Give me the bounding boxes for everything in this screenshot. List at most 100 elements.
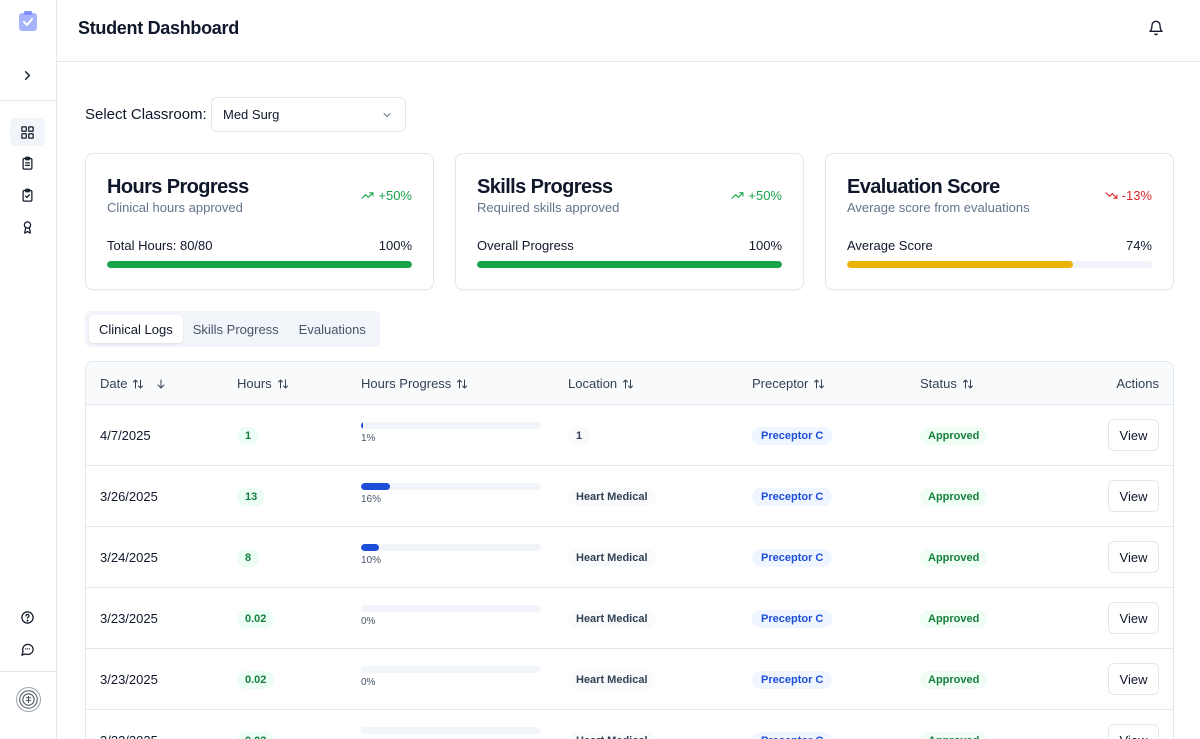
table-row: 3/26/2025 13 16% Heart Medical Preceptor C Ap… <box>86 466 1173 527</box>
tab-skills-progress[interactable]: Skills Progress <box>192 321 279 337</box>
date-cell: 3/23/2025 <box>100 710 158 739</box>
hours-badge: 13 <box>237 487 266 506</box>
location-cell: Heart Medical <box>568 588 656 649</box>
view-button[interactable]: View <box>1108 602 1159 634</box>
date-value: 3/23/2025 <box>100 672 158 687</box>
bell-icon[interactable] <box>1148 20 1164 36</box>
status-cell: Approved <box>920 710 988 739</box>
sort-icon <box>133 379 144 388</box>
column-header-location[interactable]: Location <box>568 376 634 391</box>
hours-cell: 13 <box>237 466 266 527</box>
column-header-status[interactable]: Status <box>920 376 974 391</box>
hours-progress: 1% <box>361 422 541 444</box>
progress-label: 0% <box>361 616 376 627</box>
clinical-logs-table: Date Hours Hours Progress Location Prece… <box>85 361 1174 739</box>
trending-down-icon <box>1105 192 1118 199</box>
location-badge: Heart Medical <box>568 670 656 689</box>
status-cell: Approved <box>920 588 988 649</box>
progress-track <box>361 666 541 673</box>
date-value: 3/24/2025 <box>100 550 158 565</box>
sidebar-item-skills[interactable] <box>10 181 45 209</box>
date-value: 3/23/2025 <box>100 611 158 626</box>
table-row: 4/7/2025 1 1% 1 Preceptor C Approved View <box>86 405 1173 466</box>
status-badge: Approved <box>920 609 988 628</box>
progress-bar-fill <box>477 261 782 268</box>
preceptor-cell: Preceptor C <box>752 405 833 466</box>
table-row: 3/23/2025 0.02 0% Heart Medical Preceptor C A… <box>86 649 1173 710</box>
status-badge: Approved <box>920 670 988 689</box>
progress-track <box>361 422 541 429</box>
preceptor-badge: Preceptor C <box>752 548 833 567</box>
column-label: Hours Progress <box>361 376 452 391</box>
classroom-select[interactable]: Med Surg <box>211 97 406 132</box>
trending-up-icon <box>361 192 374 199</box>
card-metric: Overall Progress <box>477 238 574 253</box>
column-label: Hours <box>237 376 272 391</box>
trend-value: +50% <box>378 188 412 203</box>
sort-icon <box>814 379 825 388</box>
card-subtitle: Required skills approved <box>477 200 620 215</box>
view-button[interactable]: View <box>1108 541 1159 573</box>
status-badge: Approved <box>920 548 988 567</box>
chevron-right-icon <box>24 70 31 80</box>
preceptor-badge: Preceptor C <box>752 487 833 506</box>
sidebar-item-dashboard[interactable] <box>10 118 45 146</box>
view-button[interactable]: View <box>1108 480 1159 512</box>
date-cell: 3/26/2025 <box>100 466 158 527</box>
expand-sidebar-button[interactable] <box>10 61 45 89</box>
table-row: 3/23/2025 0.02 0% Heart Medical Preceptor C A… <box>86 588 1173 649</box>
card-percent: 100% <box>748 238 782 253</box>
avatar[interactable] <box>16 687 41 712</box>
status-cell: Approved <box>920 527 988 588</box>
table-row: 3/24/2025 8 10% Heart Medical Preceptor C App… <box>86 527 1173 588</box>
clipboard-check-icon <box>22 188 33 202</box>
column-label: Location <box>568 376 618 391</box>
date-cell: 3/24/2025 <box>100 527 158 588</box>
preceptor-badge: Preceptor C <box>752 670 833 689</box>
sidebar-item-evaluations[interactable] <box>10 213 45 241</box>
progress-label: 0% <box>361 677 376 688</box>
view-button[interactable]: View <box>1108 419 1159 451</box>
chat-button[interactable] <box>10 635 45 663</box>
location-cell: 1 <box>568 405 591 466</box>
status-badge: Approved <box>920 426 988 445</box>
status-cell: Approved <box>920 405 988 466</box>
column-label: Preceptor <box>752 376 809 391</box>
view-button[interactable]: View <box>1108 724 1159 739</box>
date-value: 3/23/2025 <box>100 733 158 739</box>
sort-icon <box>623 379 634 388</box>
progress-bar-fill <box>107 261 412 268</box>
tab-evaluations[interactable]: Evaluations <box>298 321 366 337</box>
help-circle-icon <box>21 610 34 624</box>
sort-icon <box>962 379 973 388</box>
trend-value: -13% <box>1121 188 1152 203</box>
column-header-hours-progress[interactable]: Hours Progress <box>361 376 468 391</box>
progress-label: 16% <box>361 494 382 505</box>
progress-fill <box>361 422 363 429</box>
column-header-date[interactable]: Date <box>100 376 167 391</box>
column-header-preceptor[interactable]: Preceptor <box>752 376 825 391</box>
card-percent: 74% <box>1125 238 1152 253</box>
hours-progress: 10% <box>361 544 541 566</box>
card-title: Evaluation Score <box>847 176 1000 198</box>
tab-clinical-logs[interactable]: Clinical Logs <box>89 315 183 343</box>
status-cell: Approved <box>920 466 988 527</box>
help-button[interactable] <box>10 603 45 631</box>
page-title: Student Dashboard <box>78 18 239 38</box>
date-cell: 4/7/2025 <box>100 405 151 466</box>
location-badge: Heart Medical <box>568 487 656 506</box>
column-label: Date <box>100 376 128 391</box>
preceptor-cell: Preceptor C <box>752 710 833 739</box>
column-header-hours[interactable]: Hours <box>237 376 289 391</box>
skills-progress-card: Skills Progress Required skills approved… <box>455 153 804 290</box>
preceptor-cell: Preceptor C <box>752 649 833 710</box>
sidebar-divider <box>0 671 56 672</box>
location-badge: 1 <box>568 426 591 445</box>
sidebar <box>0 0 57 739</box>
message-circle-icon <box>21 643 34 656</box>
clipboard-check-icon[interactable] <box>18 10 38 32</box>
view-button[interactable]: View <box>1108 663 1159 695</box>
sidebar-item-logs[interactable] <box>10 149 45 177</box>
card-subtitle: Average score from evaluations <box>847 200 1030 215</box>
hours-progress: 0% <box>361 605 541 627</box>
